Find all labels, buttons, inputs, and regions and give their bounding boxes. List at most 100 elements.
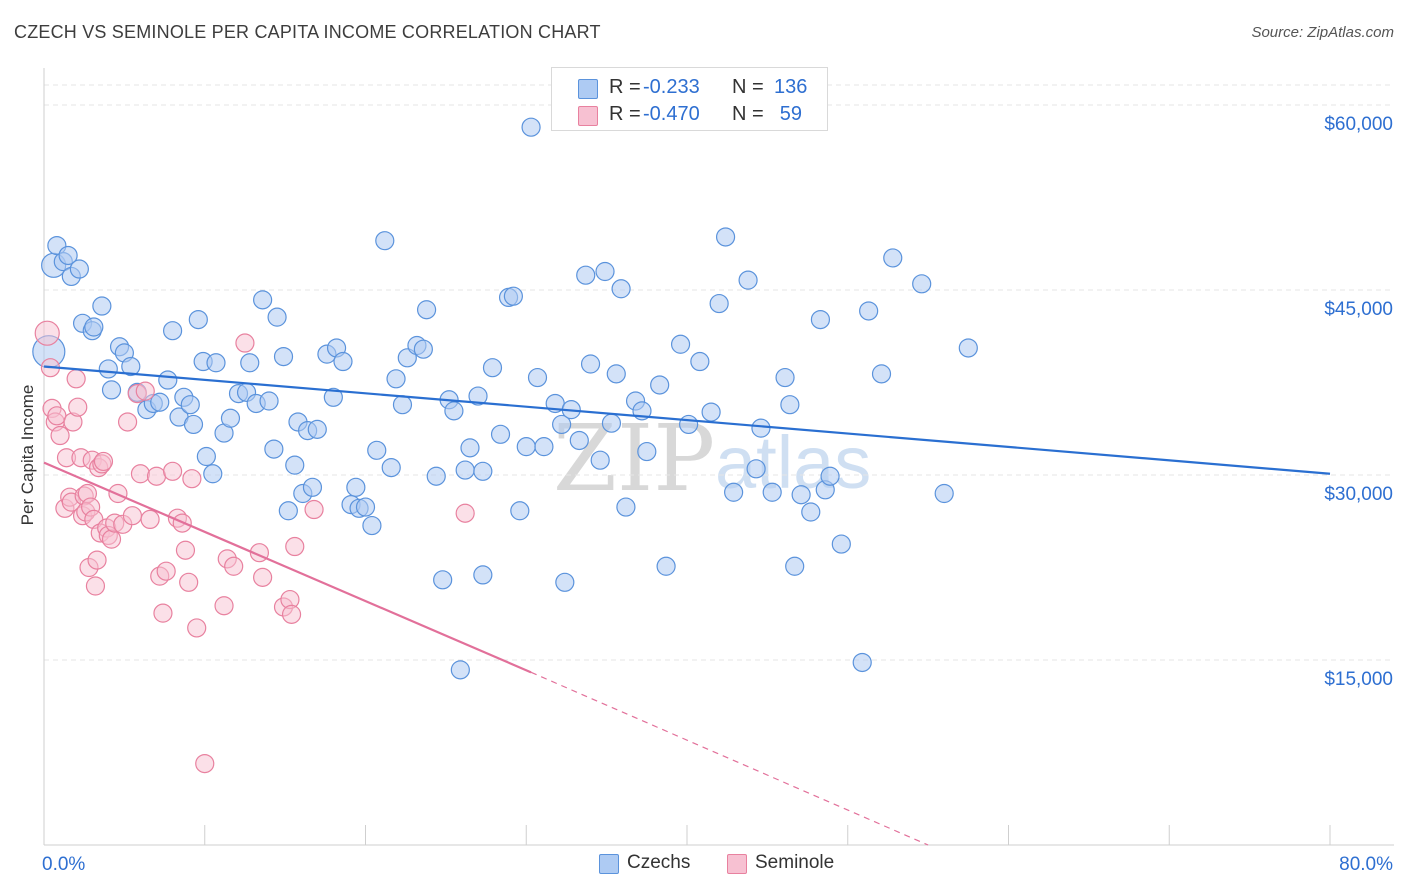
- seminole-trend-line: [43, 461, 532, 674]
- czech-point: [785, 556, 805, 576]
- czech-point: [601, 413, 622, 433]
- czech-point: [801, 502, 821, 522]
- czech-point: [121, 356, 141, 377]
- tick-labels: $15,000 $30,000 $45,000 $60,000 0.0% 80.0%: [42, 114, 1393, 875]
- seminole-point: [195, 753, 215, 774]
- czech-point: [355, 497, 376, 517]
- czech-point: [746, 459, 766, 479]
- czech-point: [859, 301, 879, 321]
- czech-point: [724, 482, 744, 502]
- seminole-point: [85, 576, 106, 596]
- czech-point: [670, 334, 691, 354]
- seminole-point: [175, 540, 196, 560]
- czech-point: [206, 353, 226, 373]
- czech-point: [521, 117, 541, 137]
- legend-row-czech: R = -0.233 N = 136: [552, 74, 827, 100]
- n-label: N =: [732, 103, 764, 125]
- czech-point: [831, 534, 851, 554]
- czech-point: [576, 265, 596, 285]
- czech-point: [220, 408, 241, 428]
- y-tick-label: $15,000: [1324, 669, 1393, 690]
- y-tick-label: $60,000: [1324, 114, 1393, 135]
- czech-point: [158, 370, 178, 390]
- czech-point: [912, 274, 932, 294]
- czech-point: [690, 351, 710, 372]
- czech-point: [150, 392, 170, 412]
- seminole-swatch: [578, 106, 598, 126]
- czech-point: [426, 466, 446, 486]
- czech-point: [883, 248, 903, 268]
- czech-point: [302, 477, 323, 497]
- czech-point: [715, 227, 736, 247]
- seminole-point: [101, 529, 122, 549]
- czech-point: [413, 339, 433, 359]
- czech-point: [852, 652, 872, 673]
- czech-point: [656, 556, 676, 576]
- czech-point: [934, 483, 954, 504]
- x-tick-label: 80.0%: [1339, 854, 1393, 875]
- czech-point: [455, 460, 475, 480]
- czech-point: [386, 369, 406, 389]
- czech-point: [810, 310, 831, 330]
- seminole-point: [135, 381, 155, 401]
- r-value: -0.233: [643, 76, 700, 98]
- czech-point: [701, 402, 721, 422]
- czech-point: [791, 485, 811, 505]
- x-tick-label: 0.0%: [42, 854, 85, 875]
- seminole-point: [235, 333, 255, 353]
- seminole-point: [156, 561, 176, 581]
- czech-point: [267, 307, 287, 327]
- seminole-point: [34, 320, 60, 346]
- czech-point: [92, 296, 112, 316]
- czech-point: [637, 441, 657, 462]
- seminole-point: [50, 425, 70, 446]
- czech-point: [101, 380, 122, 400]
- czech-point: [606, 364, 626, 384]
- seminole-point: [87, 550, 107, 570]
- czech-point: [253, 290, 273, 310]
- r-label: R =: [609, 76, 641, 98]
- czech-point: [650, 375, 670, 395]
- seminole-point: [304, 499, 324, 520]
- r-label: R =: [609, 103, 641, 125]
- czech-point: [375, 231, 395, 251]
- legend-row-seminole: R = -0.470 N = 59: [552, 101, 827, 127]
- seminole-point: [47, 406, 67, 426]
- czech-point: [259, 391, 279, 411]
- czech-point: [490, 424, 511, 444]
- czech-point: [444, 401, 464, 421]
- czech-point: [460, 438, 480, 458]
- seminole-point: [455, 503, 475, 523]
- czech-point: [203, 464, 223, 484]
- seminole-point: [140, 509, 160, 530]
- czech-point: [958, 338, 978, 358]
- czech-point: [775, 367, 795, 388]
- czech-point: [552, 414, 572, 435]
- czech-point: [367, 440, 387, 460]
- seminole-point: [68, 397, 88, 417]
- seminole-point: [179, 572, 199, 592]
- axes: [43, 68, 1394, 846]
- czech-points: [32, 117, 978, 680]
- czech-point: [381, 458, 401, 478]
- czech-point: [709, 293, 729, 314]
- seminole-trend-extension: [530, 671, 929, 846]
- seminole-points: [34, 320, 475, 774]
- czech-point: [751, 418, 771, 438]
- czech-point: [590, 450, 610, 470]
- n-value: 59: [779, 103, 802, 125]
- czech-point: [163, 321, 183, 341]
- czech-point: [527, 367, 548, 388]
- chart-title: CZECH VS SEMINOLE PER CAPITA INCOME CORR…: [14, 22, 601, 42]
- czech-point: [580, 354, 601, 374]
- seminole-point: [117, 412, 138, 432]
- seminole-point: [285, 536, 305, 557]
- seminole-point: [130, 464, 151, 484]
- czech-point: [738, 270, 758, 290]
- gridlines: [44, 84, 1394, 661]
- source-label: Source: ZipAtlas.com: [1251, 24, 1394, 41]
- y-tick-label: $30,000: [1324, 484, 1393, 505]
- czech-point: [307, 419, 327, 439]
- y-axis-label: Per Capita Income: [18, 384, 37, 526]
